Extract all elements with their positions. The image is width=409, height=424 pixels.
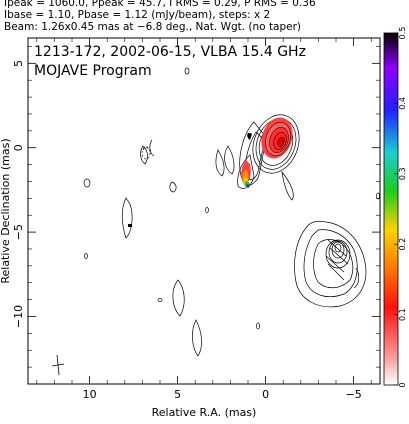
map-title: 1213-172, 2002-06-15, VLBA 15.4 GHz [34,44,306,60]
header-line-2: Ibase = 1.10, Pbase = 1.12 (mJy/beam), s… [4,9,271,21]
y-tick-label: −5 [12,224,25,240]
plot-frame [27,37,381,385]
y-axis-label: Relative Declination (mas) [0,138,12,283]
x-tick-label: 0 [262,388,269,401]
header-line-3: Beam: 1.26x0.45 mas at −6.8 deg., Nat. W… [4,21,302,33]
colorbar-ticks: 0 0.1 0.2 0.3 0.4 0.5 [394,27,407,388]
fractional-polarization-layer [128,117,293,227]
colorbar-tick-label: 0.5 [398,27,407,40]
x-tick-label: −5 [345,388,361,401]
jet-knot-polarization [128,160,251,227]
colorbar-tick-label: 0.3 [398,167,407,180]
colorbar [383,32,399,386]
beam-marker [51,354,65,376]
y-tick-label: 0 [12,144,25,151]
x-tick-label: 10 [83,388,97,401]
x-axis-label: Relative R.A. (mas) [152,406,257,419]
contour-layer [83,67,380,357]
axes: 10 5 0 −5 5 0 −5 −10 [12,38,380,401]
map-subtitle: MOJAVE Program [34,63,152,79]
colorbar-tick-label: 0.2 [398,238,407,251]
y-tick-label: 5 [12,60,25,67]
header-line-1: Ipeak = 1060.0, Ppeak = 45.7, I RMS = 0.… [4,0,316,9]
colorbar-tick-label: 0.4 [398,97,407,110]
x-tick-label: 5 [174,388,181,401]
core-polarization [247,117,293,159]
colorbar-tick-label: 0.1 [398,308,407,321]
colorbar-tick-label: 0 [398,382,407,387]
y-tick-label: −10 [12,305,25,328]
